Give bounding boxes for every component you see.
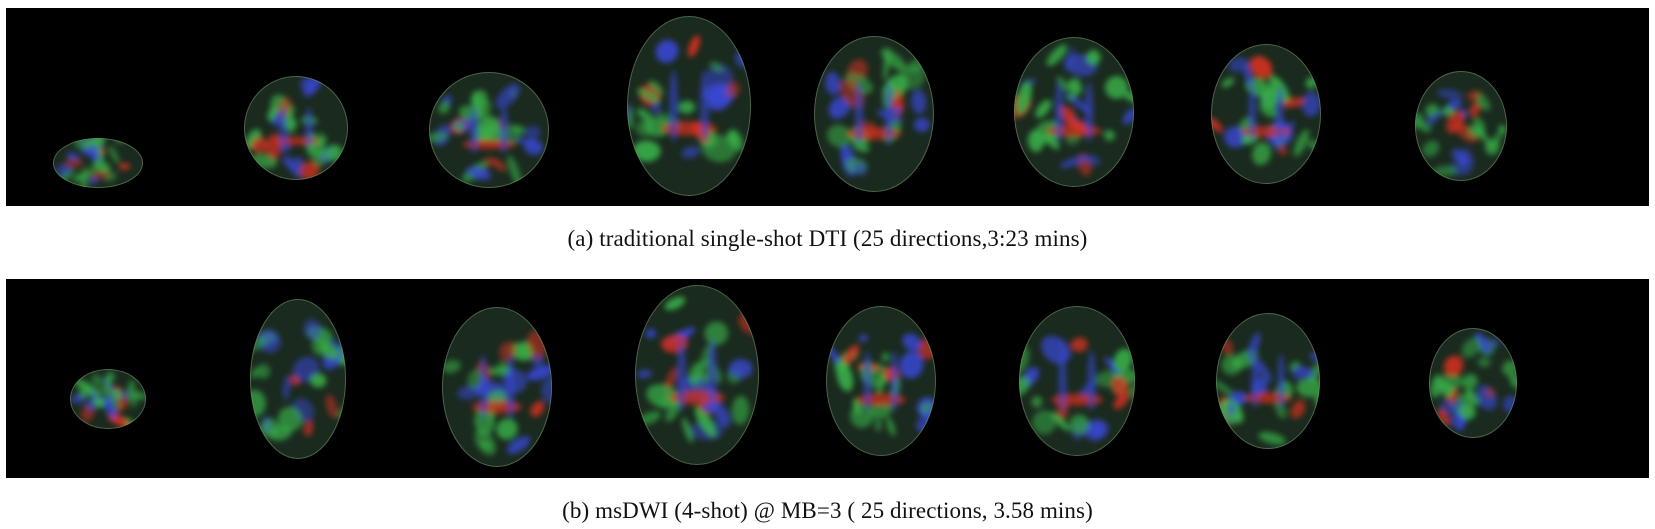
panel-a-brain-slice-1 [53, 138, 143, 188]
panel-a-brain-slice-5 [814, 36, 934, 192]
panel-b-brain-slice-6 [1019, 306, 1135, 456]
panel-b-caption: (b) msDWI (4-shot) @ MB=3 ( 25 direction… [562, 498, 1093, 523]
panel-a-brain-slice-8 [1415, 71, 1507, 181]
panel-b-brain-slice-7 [1216, 313, 1320, 449]
panel-b-brain-slice-3 [442, 307, 552, 467]
panel-b-brain-slice-8 [1429, 328, 1517, 438]
panel-a-brain-slice-6 [1014, 37, 1134, 187]
panel-b-brain-slice-1 [70, 369, 146, 429]
panel-a-brain-slice-7 [1211, 44, 1321, 184]
panel-b-brain-slice-4 [635, 285, 759, 465]
panel-b-brain-slice-2 [250, 299, 346, 459]
panel-a-brain-slice-2 [244, 76, 348, 180]
panel-b-svg [70, 285, 1517, 467]
panel-a-brain-slice-4 [627, 16, 751, 196]
panel-a-caption: (a) traditional single-shot DTI (25 dire… [567, 226, 1088, 251]
panel-b-image-strip [6, 279, 1649, 478]
panel-a-image-strip [6, 8, 1649, 206]
panel-a-svg [53, 16, 1507, 196]
panel-b-brain-slice-5 [826, 306, 936, 456]
panel-a-brain-slice-3 [429, 72, 549, 188]
